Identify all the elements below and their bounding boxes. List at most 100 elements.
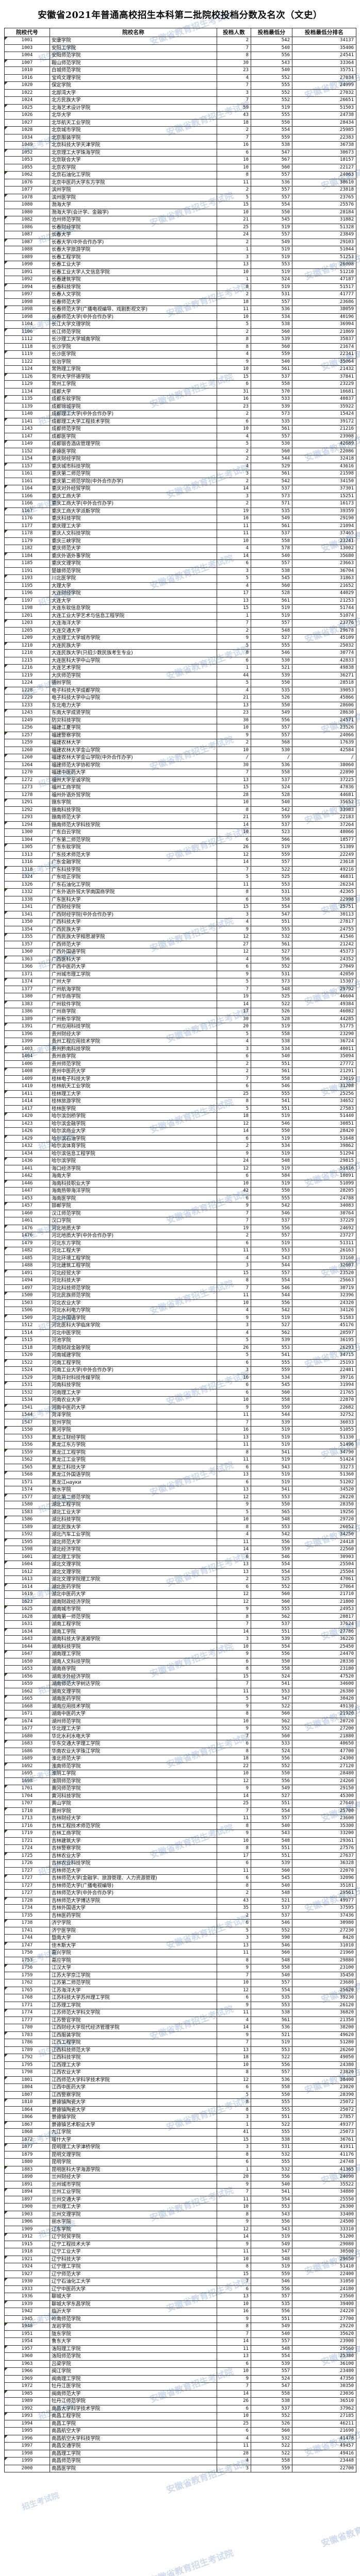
cell-name: 辽宁师范大学 (50, 2270, 217, 2278)
cell-code: 1994 (4, 2419, 50, 2428)
cell-min-rank: 47350 (292, 2375, 356, 2383)
cell-count: 4 (217, 1531, 251, 1539)
table-row: 1750 嘉兴学院 11 560 21960 (4, 1949, 356, 1957)
cell-min-rank: 31050 (292, 2278, 356, 2286)
cell-min-score: 550 (251, 208, 292, 216)
cell-name: 淮北师范大学 (50, 1755, 217, 1763)
cell-code: 1026 (4, 111, 50, 120)
cell-code: 1972 (4, 2382, 50, 2391)
cell-name: 嘉兴学院 (50, 1949, 217, 1957)
cell-code: 1547 (4, 1418, 50, 1427)
cell-min-score: 536 (251, 306, 292, 314)
cell-count: 4 (217, 2016, 251, 2024)
cell-code: 1689 (4, 1755, 50, 1763)
cell-min-score: 549 (251, 238, 292, 246)
cell-name: 福建农林大学金山学院(中外合作办学) (50, 754, 217, 762)
table-row: 1157 重庆城市科技学院 4 529 43616 (4, 462, 356, 470)
cell-count: 16 (217, 1374, 251, 1382)
cell-name: 广东医科大学 (50, 895, 217, 904)
table-row: 1457 邯郸学院 9 542 34083 (4, 1202, 356, 1210)
table-row: 1243 东南大学成贤学院 23 549 28630 (4, 709, 356, 717)
cell-count: 7 (217, 2330, 251, 2338)
cell-count: 4 (217, 686, 251, 694)
cell-code: 1016 (4, 74, 50, 82)
cell-min-rank: 24755 (292, 925, 356, 934)
cell-code: 1494 (4, 1277, 50, 1285)
cell-min-rank: 23241 (292, 537, 356, 545)
cell-code: 1659 (4, 1680, 50, 1688)
cell-name: 河北水利电力学院 (50, 1307, 217, 1315)
cell-min-score: 535 (251, 417, 292, 426)
cell-code: 1963 (4, 2360, 50, 2368)
cell-min-score: 557 (251, 619, 292, 628)
cell-name: 湖北文理学院理工学院 (50, 1575, 217, 1584)
cell-count: 10 (217, 799, 251, 807)
cell-code: 1087 (4, 231, 50, 239)
table-row: 1479 河北东方学院 6 519 51311 (4, 1239, 356, 1247)
cell-code: 1614 (4, 1583, 50, 1591)
cell-min-rank: 26300 (292, 2203, 356, 2211)
table-row: 1701 黄冈师范学院 9 549 29150 (4, 1785, 356, 1793)
cell-name: 湖南科技大学潇湘学院 (50, 1635, 217, 1643)
cell-min-score: 550 (251, 701, 292, 709)
cell-min-score: 539 (251, 1859, 292, 1868)
table-row: 1571 黑龙江науки 6 519 51202 (4, 1478, 356, 1486)
cell-min-rank: 51280 (292, 2039, 356, 2047)
cell-min-rank: 32396 (292, 1292, 356, 1300)
cell-min-rank: 36033 (292, 1418, 356, 1427)
cell-code: 1544 (4, 1411, 50, 1419)
cell-name: 江西农业大学 (50, 2069, 217, 2077)
table-row: 1890 兰州财经大学 20 556 24090 (4, 2173, 356, 2181)
cell-name: 南昌工学院 (50, 2419, 217, 2428)
cell-name: 河南城建学院 (50, 1351, 217, 1360)
cell-code: 1680 (4, 1732, 50, 1740)
table-row: 1355 广西民族大学相思湖学院 12 532 41546 (4, 933, 356, 941)
cell-code: 1532 (4, 1388, 50, 1397)
cell-count: 6 (217, 417, 251, 426)
cell-count: 7 (217, 769, 251, 777)
cell-name: 江西警察学院 (50, 2091, 217, 2099)
cell-min-score: 546 (251, 1082, 292, 1091)
cell-min-rank: 28184 (292, 208, 356, 216)
cell-min-rank: 51294 (292, 1149, 356, 1158)
cell-min-rank: 23618 (292, 858, 356, 867)
cell-count: 30 (217, 1015, 251, 1023)
cell-code: 1686 (4, 1747, 50, 1755)
cell-count: 6 (217, 1740, 251, 1748)
cell-count: 3 (217, 910, 251, 919)
cell-min-rank: 30500 (292, 2248, 356, 2256)
table-row: 1198 大连东软信息学院 15 519 51744 (4, 604, 356, 613)
table-row: 1518 河南财政金融学院 26 553 26293 (4, 1344, 356, 1352)
cell-name: 成都理工大学(中外合作办学) (50, 410, 217, 418)
cell-min-rank: 51775 (292, 1023, 356, 1031)
cell-count: 6 (217, 1134, 251, 1143)
cell-min-rank: 23663 (292, 560, 356, 568)
table-row: 1053 北京联合大学 10 567 18157 (4, 156, 356, 164)
cell-min-rank: 22249 (292, 851, 356, 859)
cell-code: 1713 (4, 1815, 50, 1823)
table-row: 1559 黑龙江工程学院 8 541 34790 (4, 1448, 356, 1456)
cell-count: 11 (217, 2009, 251, 2017)
cell-min-score: 556 (251, 1755, 292, 1763)
cell-count: 10 (217, 208, 251, 216)
cell-min-rank: 30764 (292, 1209, 356, 1217)
cell-min-rank: 34600 (292, 1680, 356, 1688)
cell-count: 11 (217, 1949, 251, 1957)
table-row: 1625 湖南城市学院 9 555 24953 (4, 1605, 356, 1614)
cell-min-rank: 24788 (292, 1194, 356, 1202)
cell-min-rank: 37225 (292, 776, 356, 784)
cell-code: 1410 (4, 1082, 50, 1091)
cell-name: 电子科技大学成都学院 (50, 686, 217, 694)
table-row: 1738 济宁学院 6 546 30980 (4, 1919, 356, 1927)
cell-count: 25 (217, 1800, 251, 1808)
table-row: 1725 吉林农业大学 17 551 27637 (4, 1852, 356, 1860)
cell-name: 福建警察学院 (50, 731, 217, 739)
cell-min-score: 533 (251, 1740, 292, 1748)
cell-count: 6 (217, 148, 251, 157)
cell-min-rank: 51055 (292, 1426, 356, 1434)
cell-name: 河南科技学院 (50, 1381, 217, 1389)
cell-min-rank: 32096 (292, 1874, 356, 1883)
table-row: 1647 湖南理工学院 9 556 24470 (4, 1650, 356, 1658)
cell-count: 9 (217, 2375, 251, 2383)
cell-min-rank: 30903 (292, 1553, 356, 1561)
